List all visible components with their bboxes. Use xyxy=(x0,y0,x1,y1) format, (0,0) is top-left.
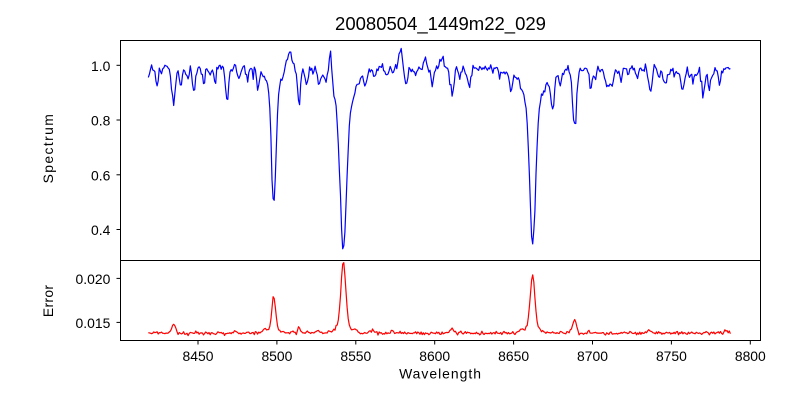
svg-text:0.4: 0.4 xyxy=(91,222,111,238)
svg-text:8600: 8600 xyxy=(419,348,450,364)
svg-text:20080504_1449m22_029: 20080504_1449m22_029 xyxy=(335,13,546,35)
svg-text:8500: 8500 xyxy=(261,348,292,364)
svg-text:0.6: 0.6 xyxy=(91,167,111,183)
svg-text:Spectrum: Spectrum xyxy=(40,113,56,184)
svg-text:0.020: 0.020 xyxy=(76,271,111,287)
svg-text:8650: 8650 xyxy=(498,348,529,364)
svg-text:1.0: 1.0 xyxy=(91,58,111,74)
svg-text:8800: 8800 xyxy=(735,348,766,364)
svg-text:8700: 8700 xyxy=(577,348,608,364)
svg-text:8450: 8450 xyxy=(183,348,214,364)
svg-text:8750: 8750 xyxy=(656,348,687,364)
svg-text:8550: 8550 xyxy=(340,348,371,364)
svg-text:Wavelength: Wavelength xyxy=(399,365,482,381)
svg-text:0.8: 0.8 xyxy=(91,113,111,129)
svg-text:0.015: 0.015 xyxy=(76,315,111,331)
svg-text:Error: Error xyxy=(40,285,56,317)
